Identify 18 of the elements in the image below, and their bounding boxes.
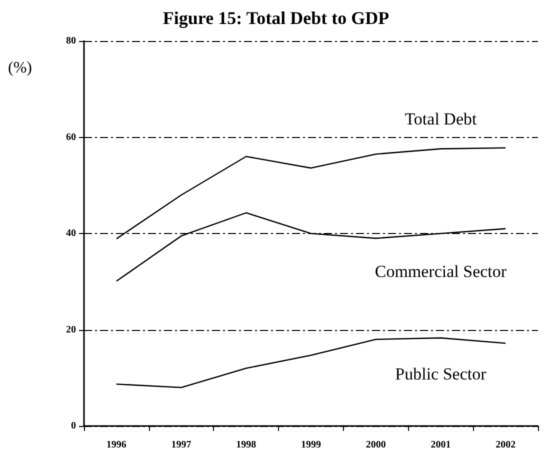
series-label: Public Sector [395,364,487,384]
chart-title: Figure 15: Total Debt to GDP [162,8,390,28]
series-label: Total Debt [404,109,477,128]
x-tick-label: 1997 [171,440,192,450]
x-tick-label: 2000 [366,440,386,450]
line-series [116,337,506,388]
y-tick-label: 20 [66,324,76,336]
y-tick-label: 60 [66,132,76,143]
x-tick-label: 1999 [301,440,321,450]
x-tick-label: 2002 [496,440,516,450]
x-tick-label: 2001 [430,440,451,450]
y-tick-label: 0 [71,420,76,432]
y-tick-label: 40 [66,228,76,239]
series-label: Commercial Sector [374,262,507,281]
y-axis-title: (%) [8,60,32,76]
x-tick-label: 1998 [236,440,256,450]
y-tick-label: 80 [66,36,76,46]
x-tick-label: 1996 [106,440,126,450]
